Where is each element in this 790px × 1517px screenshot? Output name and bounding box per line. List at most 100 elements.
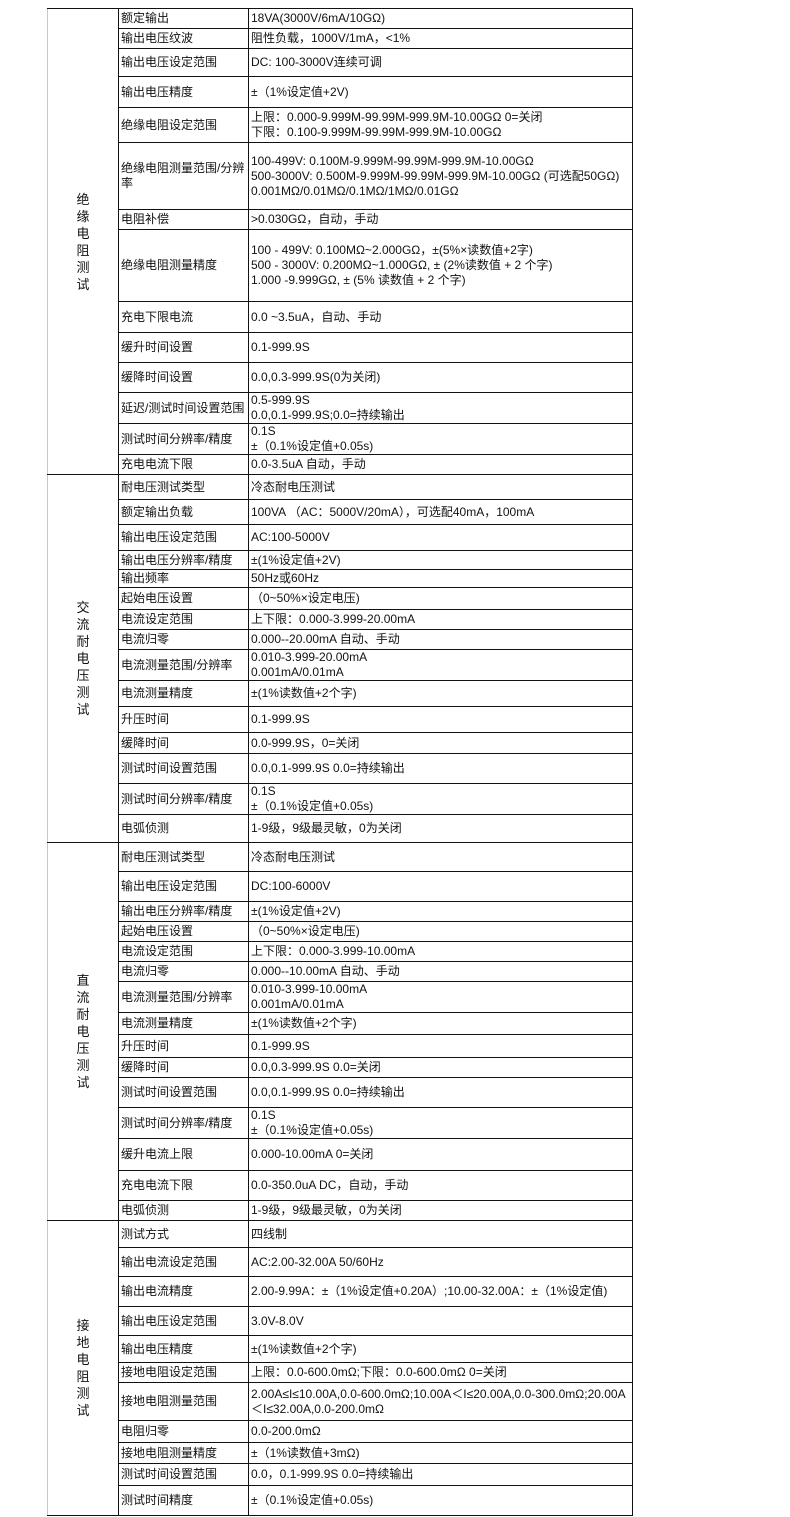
- table-row: 起始电压设置 （0~50%×设定电压): [48, 921, 633, 942]
- param-value: 0.0-3.5uA 自动，手动: [248, 454, 633, 475]
- param-value: 0.0,0.1-999.9S 0.0=持续输出: [248, 753, 633, 784]
- table-row: 输出电压精度 ±(1%读数值+2个字): [48, 1335, 633, 1363]
- table-row: 输出电压设定范围 AC:100-5000V: [48, 524, 633, 551]
- table-row: 绝缘电阻测试 额定输出 18VA(3000V/6mA/10GΩ): [47, 8, 633, 475]
- table-row: 输出电压设定范围 DC: 100-3000V连续可调: [48, 48, 633, 77]
- param-value: >0.030GΩ，自动，手动: [248, 209, 633, 230]
- param-name: 绝缘电阻测量精度: [118, 229, 249, 302]
- param-name: 测试时间精度: [118, 1485, 249, 1516]
- table-row: 缓升时间设置 0.1-999.9S: [48, 332, 633, 363]
- param-name: 充电电流下限: [118, 454, 249, 475]
- param-value: ±（0.1%设定值+0.05s): [248, 1485, 633, 1516]
- param-value: ±(1%读数值+2个字): [248, 1335, 633, 1363]
- param-value: 0.000--20.00mA 自动、手动: [248, 629, 633, 650]
- table-row: 电流测量范围/分辨率 0.010-3.999-10.00mA 0.001mA/0.…: [48, 981, 633, 1013]
- param-name: 电流设定范围: [118, 609, 249, 630]
- table-row: 绝缘电阻测量范围/分辨率 100-499V: 0.100M-9.999M-99.9…: [48, 142, 633, 210]
- param-name: 电流测量范围/分辨率: [118, 981, 249, 1013]
- param-name: 输出电压分辨率/精度: [118, 550, 249, 570]
- section-label: 直流耐电压测试: [76, 973, 90, 1090]
- table-row: 电流测量精度 ±(1%读数值+2个字): [48, 1012, 633, 1035]
- table-row: 输出电压纹波 阻性负载，1000V/1mA，<1%: [48, 28, 633, 49]
- table-row: 输出电压分辨率/精度 ±(1%设定值+2V): [48, 550, 633, 570]
- param-value: 0.0,0.1-999.9S 0.0=持续输出: [248, 1077, 633, 1108]
- param-value: 100 - 499V: 0.100MΩ~2.000GΩ，±(5%×读数值+2字)…: [248, 229, 633, 302]
- param-value: 2.00-9.99A：±（1%设定值+0.20A）;10.00-32.00A：±…: [248, 1276, 633, 1307]
- param-name: 电流测量精度: [118, 1012, 249, 1035]
- param-value: 0.1S ±（0.1%设定值+0.05s): [248, 783, 633, 815]
- table-row: 缓降时间设置 0.0,0.3-999.9S(0为关闭): [48, 362, 633, 393]
- param-name: 测试时间设置范围: [118, 1077, 249, 1108]
- table-row: 输出电压精度 ±（1%设定值+2V): [48, 76, 633, 108]
- table-row: 输出电压分辨率/精度 ±(1%设定值+2V): [48, 901, 633, 922]
- param-name: 输出频率: [118, 569, 249, 588]
- table-row: 测试时间设置范围 0.0,0.1-999.9S 0.0=持续输出: [48, 1077, 633, 1108]
- section-label-cell: 绝缘电阻测试: [47, 8, 119, 475]
- param-value: 0.1-999.9S: [248, 1034, 633, 1058]
- table-row: 直流耐电压测试 耐电压测试类型 冷态耐电压测试: [47, 842, 633, 1221]
- param-value: 50Hz或60Hz: [248, 569, 633, 588]
- param-name: 输出电压精度: [118, 1335, 249, 1363]
- param-name: 电流归零: [118, 961, 249, 982]
- table-row: 接地电阻测量精度 ±（1%读数值+3mΩ): [48, 1442, 633, 1464]
- table-row: 升压时间 0.1-999.9S: [48, 1034, 633, 1058]
- param-name: 电阻归零: [118, 1420, 249, 1443]
- param-value: AC:100-5000V: [248, 524, 633, 551]
- param-value: 阻性负载，1000V/1mA，<1%: [248, 28, 633, 49]
- param-value: 0.0,0.3-999.9S 0.0=关闭: [248, 1057, 633, 1078]
- param-value: 1-9级，9级最灵敏，0为关闭: [248, 814, 633, 843]
- param-value: 0.1S ±（0.1%设定值+0.05s): [248, 423, 633, 455]
- param-value: 0.000-10.00mA 0=关闭: [248, 1138, 633, 1171]
- table-row: 电流设定范围 上下限：0.000-3.999-10.00mA: [48, 941, 633, 962]
- param-name: 缓降时间: [118, 732, 249, 754]
- param-name: 缓升电流上限: [118, 1138, 249, 1171]
- param-value: 0.010-3.999-20.00mA 0.001mA/0.01mA: [248, 649, 633, 681]
- table-row: 充电下限电流 0.0 ~3.5uA，自动、手动: [48, 301, 633, 333]
- table-row: 电弧侦测 1-9级，9级最灵敏，0为关闭: [48, 814, 633, 843]
- param-name: 输出电压分辨率/精度: [118, 901, 249, 922]
- param-value: 0.0-350.0uA DC，自动，手动: [248, 1170, 633, 1201]
- table-row: 测试时间设置范围 0.0,0.1-999.9S 0.0=持续输出: [48, 753, 633, 784]
- param-name: 输出电压设定范围: [118, 1306, 249, 1336]
- table-row: 电阻归零 0.0-200.0mΩ: [48, 1420, 633, 1443]
- param-value: DC: 100-3000V连续可调: [248, 48, 633, 77]
- param-value: 0.0-999.9S，0=关闭: [248, 732, 633, 754]
- table-row: 绝缘电阻测量精度 100 - 499V: 0.100MΩ~2.000GΩ，±(5%…: [48, 229, 633, 302]
- param-value: 0.000--10.00mA 自动、手动: [248, 961, 633, 982]
- table-row: 绝缘电阻设定范围 上限：0.000-9.999M-99.99M-999.9M-10…: [48, 107, 633, 143]
- param-value: 2.00A≤I≤10.00A,0.0-600.0mΩ;10.00A＜I≤20.0…: [248, 1382, 633, 1421]
- table-row: 电流归零 0.000--10.00mA 自动、手动: [48, 961, 633, 982]
- table-row: 测试时间分辨率/精度 0.1S ±（0.1%设定值+0.05s): [48, 783, 633, 815]
- param-name: 缓降时间设置: [118, 362, 249, 393]
- param-value: 0.0-200.0mΩ: [248, 1420, 633, 1443]
- param-value: ±（1%设定值+2V): [248, 76, 633, 108]
- param-value: 冷态耐电压测试: [248, 474, 633, 500]
- table-row: 测试时间分辨率/精度 0.1S ±（0.1%设定值+0.05s): [48, 1107, 633, 1139]
- param-value: 3.0V-8.0V: [248, 1306, 633, 1336]
- param-name: 充电电流下限: [118, 1170, 249, 1201]
- param-name: 输出电流精度: [118, 1276, 249, 1307]
- param-name: 额定输出: [118, 8, 249, 29]
- param-value: ±（1%读数值+3mΩ): [248, 1442, 633, 1464]
- table-row: 输出电流设定范围 AC:2.00-32.00A 50/60Hz: [48, 1247, 633, 1277]
- param-name: 输出电压设定范围: [118, 871, 249, 902]
- param-name: 测试方式: [118, 1220, 249, 1248]
- param-value: 0.010-3.999-10.00mA 0.001mA/0.01mA: [248, 981, 633, 1013]
- param-name: 测试时间设置范围: [118, 1463, 249, 1486]
- param-value: （0~50%×设定电压): [248, 587, 633, 610]
- param-name: 缓升时间设置: [118, 332, 249, 363]
- param-value: 上下限：0.000-3.999-10.00mA: [248, 941, 633, 962]
- param-name: 电弧侦测: [118, 814, 249, 843]
- param-value: 0.0 ~3.5uA，自动、手动: [248, 301, 633, 333]
- table-row: 测试时间分辨率/精度 0.1S ±（0.1%设定值+0.05s): [48, 423, 633, 455]
- table-row: 输出频率 50Hz或60Hz: [48, 569, 633, 588]
- param-value: 0.1-999.9S: [248, 332, 633, 363]
- param-name: 接地电阻设定范围: [118, 1362, 249, 1383]
- table-row: 接地电阻测量范围 2.00A≤I≤10.00A,0.0-600.0mΩ;10.00…: [48, 1382, 633, 1421]
- param-name: 电流归零: [118, 629, 249, 650]
- param-name: 绝缘电阻测量范围/分辨率: [118, 142, 249, 210]
- param-value: ±(1%读数值+2个字): [248, 680, 633, 707]
- param-name: 输出电压精度: [118, 76, 249, 108]
- param-value: 0.5-999.9S 0.0,0.1-999.9S;0.0=持续输出: [248, 392, 633, 424]
- table-row: 输出电流精度 2.00-9.99A：±（1%设定值+0.20A）;10.00-32…: [48, 1276, 633, 1307]
